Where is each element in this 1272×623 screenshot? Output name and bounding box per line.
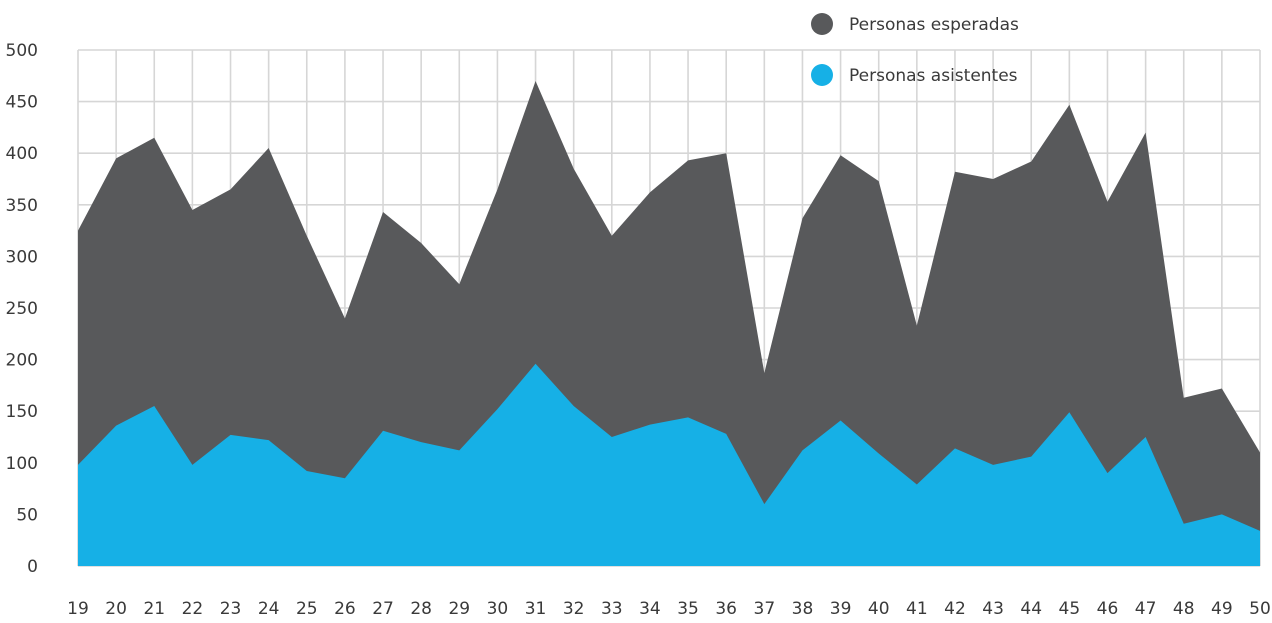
x-tick-label: 31 [525, 599, 547, 619]
x-tick-label: 25 [296, 599, 318, 619]
x-tick-label: 46 [1097, 599, 1119, 619]
y-tick-label: 100 [6, 454, 38, 474]
x-tick-label: 35 [677, 599, 699, 619]
series-area-2 [78, 363, 1260, 566]
x-tick-label: 24 [258, 599, 280, 619]
y-tick-label: 300 [6, 247, 38, 267]
x-tick-label: 27 [372, 599, 394, 619]
x-tick-label: 38 [792, 599, 814, 619]
x-tick-label: 30 [487, 599, 509, 619]
x-tick-label: 43 [982, 599, 1004, 619]
x-tick-label: 33 [601, 599, 623, 619]
y-tick-label: 500 [6, 41, 38, 61]
legend-label: Personas esperadas [849, 15, 1019, 35]
y-tick-label: 250 [6, 299, 38, 319]
x-tick-label: 19 [67, 599, 89, 619]
x-tick-label: 49 [1211, 599, 1233, 619]
x-tick-label: 36 [715, 599, 737, 619]
x-tick-label: 20 [105, 599, 127, 619]
x-tick-label: 32 [563, 599, 585, 619]
y-tick-label: 350 [6, 196, 38, 216]
y-tick-label: 50 [16, 505, 38, 525]
legend-label: Personas asistentes [849, 66, 1018, 86]
x-tick-label: 40 [868, 599, 890, 619]
x-tick-label: 45 [1059, 599, 1081, 619]
x-tick-label: 42 [944, 599, 966, 619]
y-tick-label: 400 [6, 144, 38, 164]
legend-marker [811, 13, 833, 35]
y-tick-label: 200 [6, 351, 38, 371]
x-tick-label: 50 [1249, 599, 1271, 619]
areas [78, 80, 1260, 567]
legend: Personas esperadas Personas asistentes [811, 13, 1019, 86]
x-axis: 19 20 21 22 23 24 25 26 27 28 29 30 31 32 33 34 35 36 37 38… [67, 599, 1271, 619]
x-tick-label: 26 [334, 599, 356, 619]
x-tick-label: 22 [182, 599, 204, 619]
legend-marker [811, 64, 833, 86]
x-tick-label: 29 [448, 599, 470, 619]
x-tick-label: 37 [754, 599, 776, 619]
x-tick-label: 28 [410, 599, 432, 619]
y-axis: 0 50 100 150 200 250 300 350 400 450 500 [6, 41, 38, 577]
y-tick-label: 450 [6, 93, 38, 113]
y-tick-label: 0 [27, 557, 38, 577]
x-tick-label: 44 [1020, 599, 1042, 619]
x-tick-label: 21 [143, 599, 165, 619]
x-tick-label: 23 [220, 599, 242, 619]
x-tick-label: 41 [906, 599, 928, 619]
y-tick-label: 150 [6, 402, 38, 422]
x-tick-label: 34 [639, 599, 661, 619]
x-tick-label: 48 [1173, 599, 1195, 619]
x-tick-label: 47 [1135, 599, 1157, 619]
x-tick-label: 39 [830, 599, 852, 619]
